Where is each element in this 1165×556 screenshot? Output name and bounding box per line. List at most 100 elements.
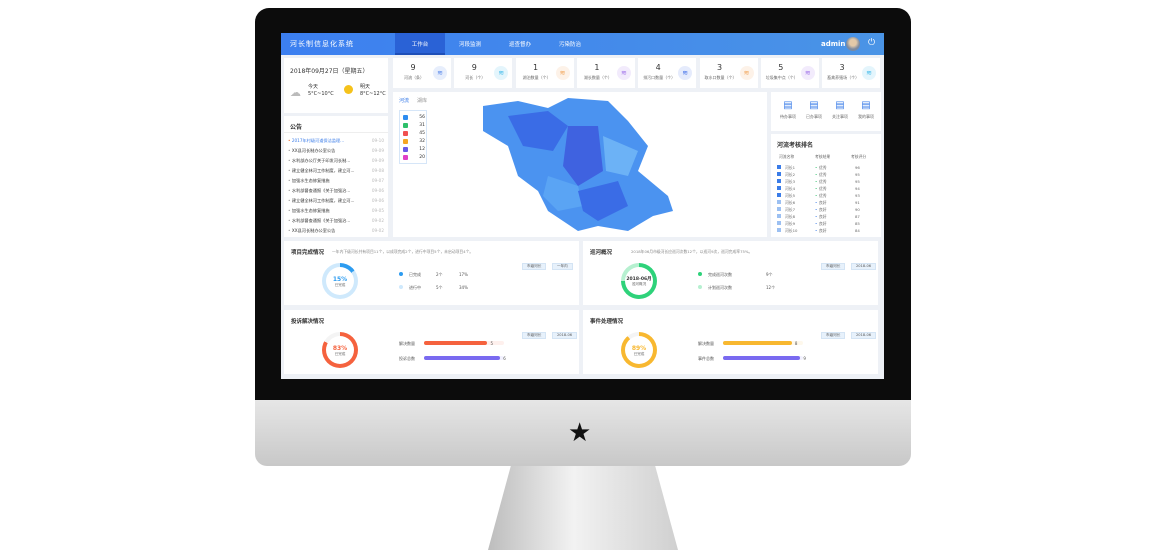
rank-name: 河长7 <box>785 207 796 212</box>
stat-label: 河长（个） <box>465 75 486 80</box>
stat-card[interactable]: 3 畜禽养殖场（个） ≋ <box>822 58 881 88</box>
rank-name: 河长4 <box>785 186 796 191</box>
cloudy-icon: ☁ <box>290 86 301 99</box>
rank-result: 优秀 <box>819 165 827 170</box>
map-region[interactable] <box>508 111 568 151</box>
map-region[interactable] <box>543 176 583 211</box>
legend-value: 12 <box>419 147 425 152</box>
quick-action[interactable]: ▤ 待办事项 <box>776 100 800 120</box>
dashboard-screen: 河长制信息化系统 工作台 河段监测 巡查督办 污染防治 admin ⏻ 2018… <box>281 33 884 379</box>
rank-score: 94 <box>855 186 860 191</box>
rank-result: 良好 <box>819 200 827 205</box>
header: 河长制信息化系统 工作台 河段监测 巡查督办 污染防治 admin ⏻ <box>281 33 884 55</box>
user-name[interactable]: admin <box>821 40 846 48</box>
level-filter-button[interactable]: 市级河长 <box>522 332 547 339</box>
notice-item[interactable]: • 水利部办公厅关于印发河长制... 09-09 <box>288 158 384 164</box>
document-icon: ▤ <box>861 100 871 111</box>
avatar[interactable] <box>846 37 860 51</box>
level-filter-button[interactable]: 市级河长 <box>522 263 547 270</box>
bullet-icon: • <box>288 168 291 173</box>
stat-card[interactable]: 9 河长（个） ≋ <box>454 58 513 88</box>
level-filter-button[interactable]: 市级河长 <box>821 263 846 270</box>
notice-text: 建立健全林河工作制度，建立河... <box>291 198 355 203</box>
power-icon[interactable]: ⏻ <box>868 38 876 48</box>
stat-card[interactable]: 5 垃圾集中点（个） ≋ <box>760 58 819 88</box>
province-map[interactable] <box>478 96 678 236</box>
panel-title: 项目完成情况 <box>291 250 325 256</box>
notice-item[interactable]: • XX县河长制办公室公告 09-02 <box>288 228 384 234</box>
stat-label: 垃圾集中点（个） <box>765 75 798 80</box>
rank-icon <box>777 165 781 169</box>
period-filter-button[interactable]: 一年内 <box>552 263 573 270</box>
legend-value: 45 <box>419 131 425 136</box>
map-region[interactable] <box>603 136 638 176</box>
rank-name: 河长1 <box>785 165 796 170</box>
notice-item[interactable]: • 建立健全林河工作制度，建立河... 09-06 <box>288 198 384 204</box>
notice-text: 建立健全林河工作制度，建立河... <box>291 168 355 173</box>
quick-action[interactable]: ▤ 关注事项 <box>828 100 852 120</box>
document-icon: ▤ <box>809 100 819 111</box>
tab-pollution[interactable]: 污染防治 <box>558 42 581 48</box>
notice-date: 09-09 <box>371 158 384 163</box>
legend-swatch <box>403 155 408 160</box>
notice-card: 公告 • 2017年村级河道保洁监理... 09-10 • XX县河长制办公室公告 0… <box>284 116 388 237</box>
map-region[interactable] <box>578 181 628 221</box>
notice-item[interactable]: • 2017年村级河道保洁监理... 09-10 <box>288 138 384 144</box>
bullet-icon: • <box>288 218 291 223</box>
rank-dot: • <box>815 228 818 233</box>
period-filter-button[interactable]: 2018-06 <box>552 332 578 339</box>
stat-card[interactable]: 1 湖长数量（个） ≋ <box>576 58 635 88</box>
rank-result: 优秀 <box>819 179 827 184</box>
period-filter-button[interactable]: 2018-06 <box>851 332 877 339</box>
rank-result: 优秀 <box>819 193 827 198</box>
stat-value: 5 <box>778 63 784 72</box>
quick-actions-card: ▤ 待办事项 ▤ 已办事项 ▤ 关注事项 ▤ 我的事项 <box>771 92 881 131</box>
map-tab-river[interactable]: 河流 <box>399 98 410 104</box>
period-filter-button[interactable]: 2018-06 <box>851 263 877 270</box>
map-tab-lake[interactable]: 湖库 <box>417 98 428 104</box>
rank-result: 良好 <box>819 221 827 226</box>
stat-label: 畜禽养殖场（个） <box>827 75 860 80</box>
rank-score: 85 <box>855 221 860 226</box>
notice-date: 09-09 <box>371 148 384 153</box>
level-filter-button[interactable]: 市级河长 <box>821 332 846 339</box>
notice-item[interactable]: • 水利部督查通报《关于加强治... 09-02 <box>288 218 384 224</box>
bar-label: 解决数量 <box>399 341 415 346</box>
outlet-icon: ≋ <box>678 66 693 80</box>
rank-name: 河长6 <box>785 200 796 205</box>
stat-card[interactable]: 3 取水口数量（个） ≋ <box>699 58 758 88</box>
bar-fill <box>424 341 488 345</box>
trash-icon: ≋ <box>800 66 815 80</box>
progress-ring: 15% 已完成 <box>322 263 358 299</box>
notice-date: 09-08 <box>371 168 384 173</box>
water-icon: ≋ <box>494 66 509 80</box>
legend-item: 56 <box>403 115 425 121</box>
notice-item[interactable]: • 水利部督查通报《关于加强治... 09-06 <box>288 188 384 194</box>
rank-dot: • <box>815 214 818 219</box>
stat-value: 9 <box>471 63 477 72</box>
notice-item[interactable]: • 加强水生态修复措施 09-07 <box>288 178 384 184</box>
notice-item[interactable]: • 建立健全林河工作制度，建立河... 09-08 <box>288 168 384 174</box>
bullet-icon: • <box>288 188 291 193</box>
row-count: 5个 <box>436 285 443 290</box>
stat-card[interactable]: 9 河流（条） ≋ <box>393 58 451 88</box>
notice-item[interactable]: • 加强水生态修复措施 09-05 <box>288 208 384 214</box>
quick-action[interactable]: ▤ 我的事项 <box>854 100 878 120</box>
quick-action-label: 关注事项 <box>832 114 848 119</box>
stat-card[interactable]: 1 湖泊数量（个） ≋ <box>515 58 574 88</box>
tab-workbench[interactable]: 工作台 <box>395 33 445 55</box>
tab-monitor[interactable]: 河段监测 <box>458 42 481 48</box>
stat-card[interactable]: 4 排污口数量（个） ≋ <box>638 58 697 88</box>
tab-patrol[interactable]: 巡查督办 <box>508 42 531 48</box>
rank-icon <box>777 214 781 218</box>
notice-date: 09-02 <box>371 228 384 233</box>
quick-action[interactable]: ▤ 已办事项 <box>802 100 826 120</box>
weather-card: 2018年09月27日（星期五） ☁ 今天 5°C~10°C 明天 8°C~12°C <box>284 58 388 113</box>
row-label: 已完成 <box>409 272 421 277</box>
notice-text: 加强水生态修复措施 <box>291 208 330 213</box>
legend-item: 20 <box>403 155 425 161</box>
rank-score: 93 <box>855 193 860 198</box>
map-region[interactable] <box>563 126 603 186</box>
legend-swatch <box>403 147 408 152</box>
notice-item[interactable]: • XX县河长制办公室公告 09-09 <box>288 148 384 154</box>
